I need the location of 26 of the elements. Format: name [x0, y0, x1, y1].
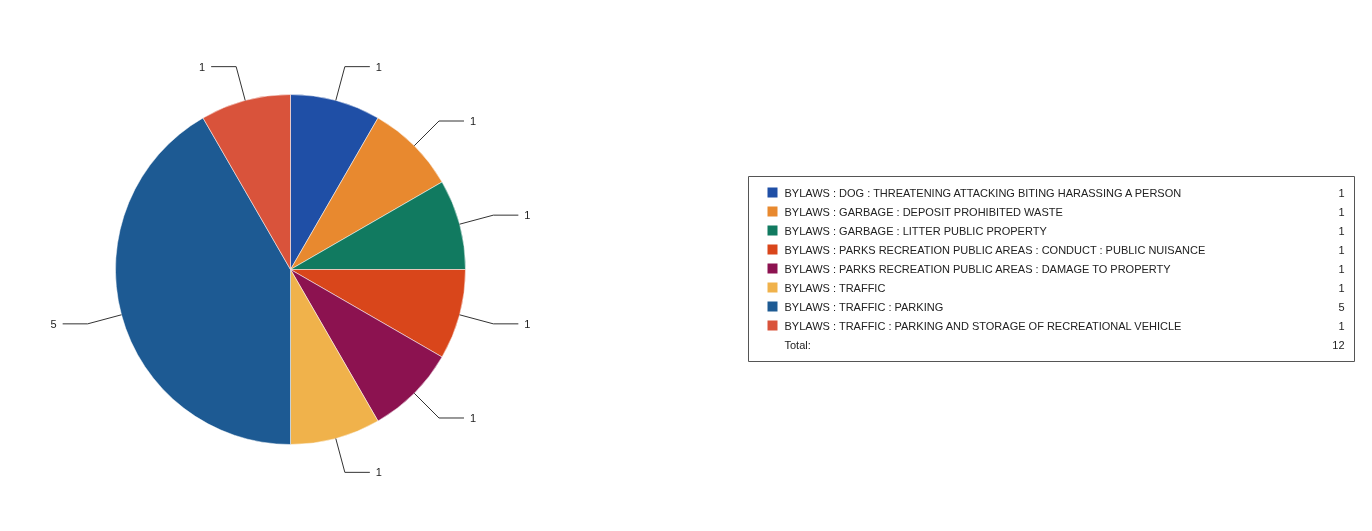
data-label: 1 — [375, 466, 382, 479]
data-label: 1 — [524, 317, 531, 330]
data-label: 1 — [469, 411, 477, 424]
text: 1 — [1338, 319, 1345, 332]
text: 1 — [1338, 205, 1345, 218]
text: 1 — [1338, 243, 1345, 256]
data-label: 1 — [469, 115, 477, 128]
data-label: 5 — [50, 317, 57, 330]
legend-label: BYLAWS : PARKS RECREATION PUBLIC AREAS : CONDUCT : PUBLIC NUISANCE — [784, 243, 1206, 256]
text: Total: — [784, 338, 811, 351]
text: 1 — [1338, 262, 1345, 275]
text: 1 — [1338, 281, 1345, 294]
legend-label: BYLAWS : TRAFFIC : PARKING AND STORAGE OF RECREATIONAL VEHICLE — [784, 319, 1182, 332]
legend-label: BYLAWS : DOG : THREATENING ATTACKING BITING HARASSING A PERSON — [784, 186, 1182, 199]
text: 12 — [1332, 338, 1345, 351]
text: 5 — [1338, 300, 1345, 313]
legend-label: BYLAWS : TRAFFIC : PARKING — [784, 300, 944, 313]
data-label: 1 — [199, 60, 206, 73]
legend-label: BYLAWS : GARBAGE : LITTER PUBLIC PROPERTY — [784, 224, 1048, 237]
data-label: 1 — [524, 209, 531, 222]
data-label: 1 — [375, 60, 382, 73]
legend-label: BYLAWS : GARBAGE : DEPOSIT PROHIBITED WASTE — [784, 205, 1063, 218]
text: 1 — [1338, 224, 1345, 237]
legend-label: BYLAWS : TRAFFIC — [784, 281, 886, 294]
legend-label: BYLAWS : PARKS RECREATION PUBLIC AREAS : DAMAGE TO PROPERTY — [784, 262, 1172, 275]
text: 1 — [1338, 186, 1345, 199]
